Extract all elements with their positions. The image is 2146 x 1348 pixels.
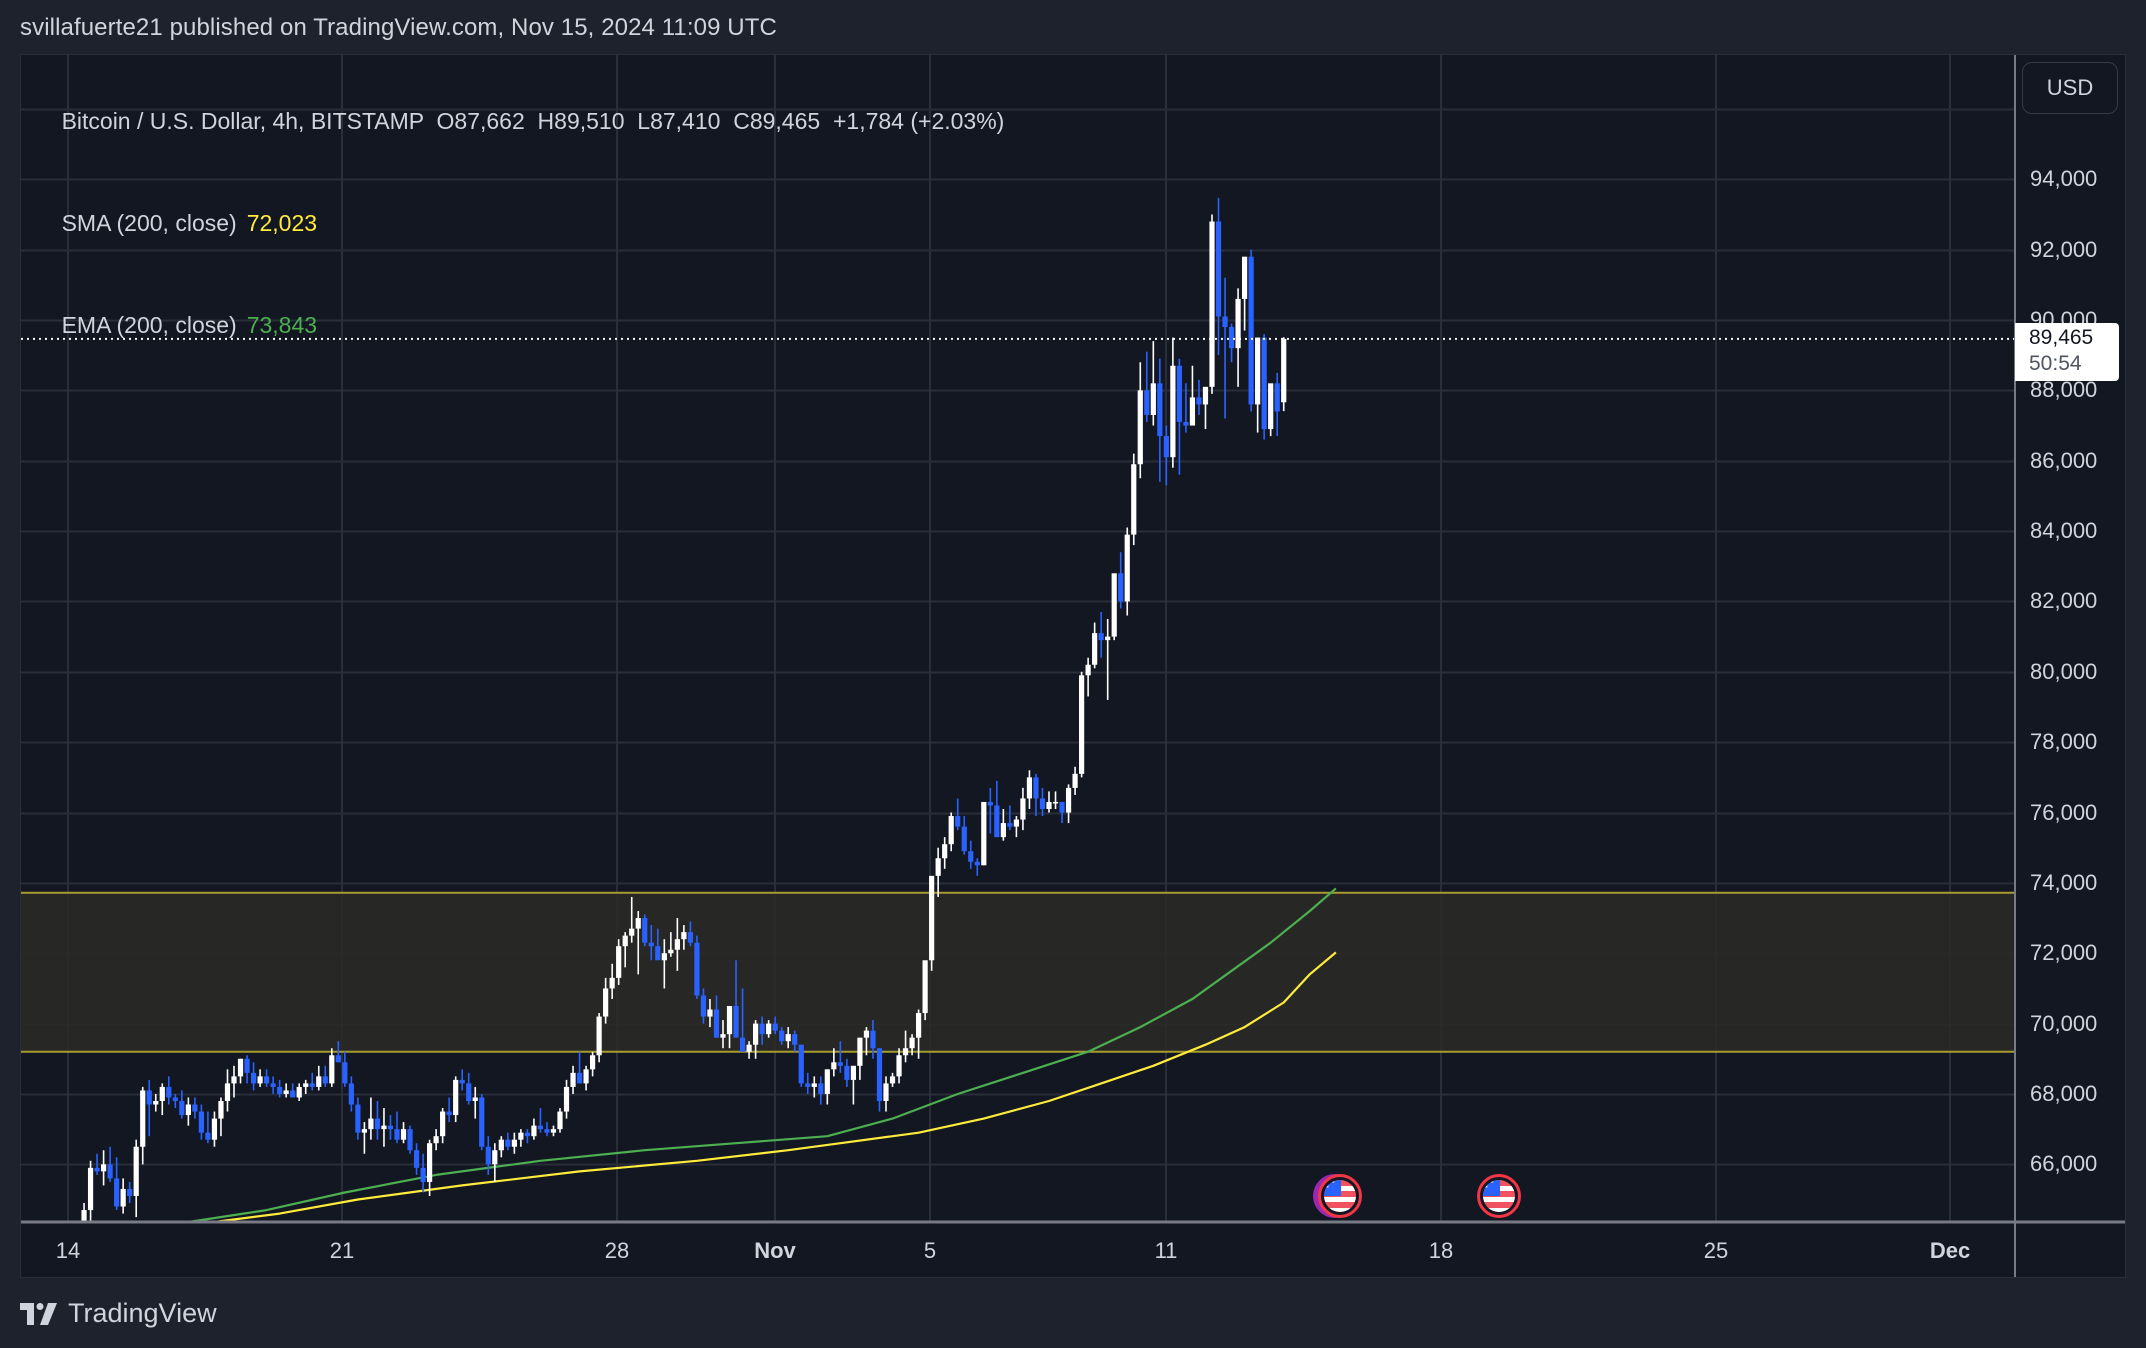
economic-event-us-flag-icon[interactable] (1477, 1174, 1521, 1218)
ema-value: 73,843 (246, 312, 318, 338)
time-axis-label: 25 (1703, 1238, 1729, 1263)
last-price-tag: 89,465 50:54 (2015, 323, 2119, 381)
time-axis-label: 18 (1428, 1238, 1454, 1263)
time-axis-label: 14 (55, 1238, 81, 1263)
price-axis-label: 86,000 (2030, 447, 2098, 473)
currency-button[interactable]: USD (2022, 62, 2118, 114)
brand-name: TradingView (68, 1298, 217, 1328)
sma-label: SMA (200, close) (61, 210, 237, 236)
last-price: 89,465 (2029, 326, 2094, 349)
price-axis-label: 66,000 (2030, 1151, 2098, 1177)
legend-symbol-row: Bitcoin / U.S. Dollar, 4h, BITSTAMP O87,… (36, 70, 1005, 172)
ohlc-open: O87,662 (436, 108, 525, 134)
time-axis-label: Nov (754, 1238, 796, 1263)
price-axis-label: 78,000 (2030, 729, 2098, 755)
economic-event-us-flag-icon[interactable] (1318, 1174, 1362, 1218)
legend-sma-row[interactable]: SMA (200, close) 72,023 (36, 172, 1004, 274)
price-axis-label: 94,000 (2030, 166, 2098, 192)
symbol-name[interactable]: Bitcoin / U.S. Dollar, 4h, BITSTAMP (61, 108, 424, 134)
sma-value: 72,023 (246, 210, 318, 236)
price-axis-label: 84,000 (2030, 518, 2098, 544)
price-axis-label: 92,000 (2030, 236, 2098, 262)
bar-countdown: 50:54 (2029, 352, 2082, 375)
ohlc-low: L87,410 (637, 108, 721, 134)
chart-legend: Bitcoin / U.S. Dollar, 4h, BITSTAMP O87,… (36, 70, 1005, 376)
publisher-line: svillafuerte21 published on TradingView.… (20, 14, 777, 41)
price-axis-label: 74,000 (2030, 869, 2098, 895)
ohlc-change: +1,784 (+2.03%) (832, 108, 1005, 134)
ema-label: EMA (200, close) (61, 312, 237, 338)
price-axis-label: 68,000 (2030, 1080, 2098, 1106)
time-axis-label: Dec (1929, 1238, 1971, 1263)
legend-ema-row[interactable]: EMA (200, close) 73,843 (36, 274, 1004, 376)
time-axis-label: 11 (1154, 1238, 1178, 1263)
time-axis-label: 21 (329, 1238, 355, 1263)
price-axis-label: 76,000 (2030, 799, 2098, 825)
time-axis-label: 28 (604, 1238, 630, 1263)
ohlc-high: H89,510 (537, 108, 625, 134)
price-axis-label: 88,000 (2030, 377, 2098, 403)
chart-frame (20, 54, 2126, 1278)
price-axis-label: 72,000 (2030, 940, 2098, 966)
ohlc-close: C89,465 (733, 108, 821, 134)
price-axis-label: 80,000 (2030, 658, 2098, 684)
tradingview-logo-icon (20, 1302, 57, 1325)
price-axis-label: 70,000 (2030, 1010, 2098, 1036)
tradingview-brand[interactable]: TradingView (20, 1298, 217, 1329)
price-axis-label: 82,000 (2030, 588, 2098, 614)
time-axis-label: 5 (923, 1238, 937, 1263)
